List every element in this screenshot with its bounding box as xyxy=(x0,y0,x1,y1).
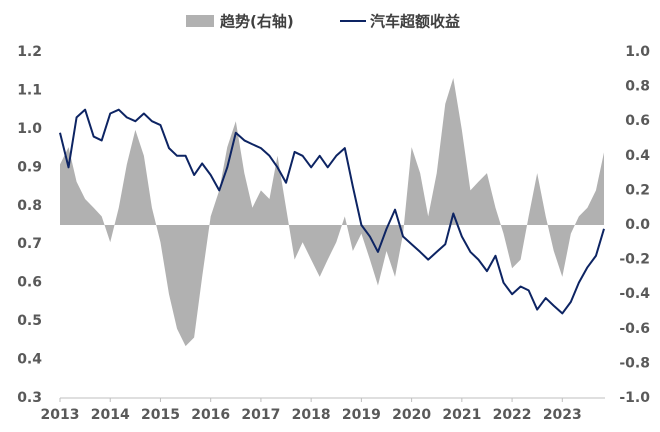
y-tick-label: 0.3 xyxy=(17,390,42,406)
legend-label: 趋势(右轴) xyxy=(220,13,294,31)
y2-tick-label: -0.4 xyxy=(619,286,650,302)
x-tick-label: 2022 xyxy=(493,407,532,423)
y-tick-label: 0.6 xyxy=(17,275,42,291)
y-tick-label: 1.1 xyxy=(17,82,42,98)
y2-tick-label: -0.8 xyxy=(619,355,650,371)
y2-tick-label: -0.6 xyxy=(619,321,650,337)
x-tick-label: 2015 xyxy=(141,407,180,423)
legend-label: 汽车超额收益 xyxy=(370,13,460,31)
x-tick-label: 2018 xyxy=(292,407,331,423)
y-tick-label: 0.9 xyxy=(17,159,42,175)
x-tick-label: 2020 xyxy=(392,407,431,423)
y2-tick-label: 0.8 xyxy=(625,79,650,95)
x-tick-label: 2013 xyxy=(41,407,80,423)
excess-return-line xyxy=(59,108,605,315)
x-tick-label: 2016 xyxy=(191,407,230,423)
y-tick-label: 0.8 xyxy=(17,198,42,214)
y2-tick-label: 0.0 xyxy=(625,217,650,233)
y-tick-label: 0.4 xyxy=(17,352,42,368)
x-tick-label: 2017 xyxy=(241,407,280,423)
y2-tick-label: -1.0 xyxy=(619,390,650,406)
y-tick-label: 1.2 xyxy=(17,44,42,60)
y2-tick-label: 0.2 xyxy=(625,182,650,198)
legend-swatch xyxy=(186,15,214,27)
trend-area xyxy=(60,77,604,347)
x-tick-label: 2014 xyxy=(91,407,130,423)
x-tick-label: 2019 xyxy=(342,407,381,423)
y2-tick-label: 0.4 xyxy=(625,148,650,164)
y-tick-label: 0.5 xyxy=(17,313,42,329)
y-tick-label: 0.7 xyxy=(17,236,42,252)
y2-tick-label: 1.0 xyxy=(625,44,650,60)
x-tick-label: 2021 xyxy=(442,407,481,423)
y2-tick-label: 0.6 xyxy=(625,113,650,129)
y-tick-label: 1.0 xyxy=(17,121,42,137)
y2-tick-label: -0.2 xyxy=(619,252,650,268)
x-tick-label: 2023 xyxy=(543,407,582,423)
